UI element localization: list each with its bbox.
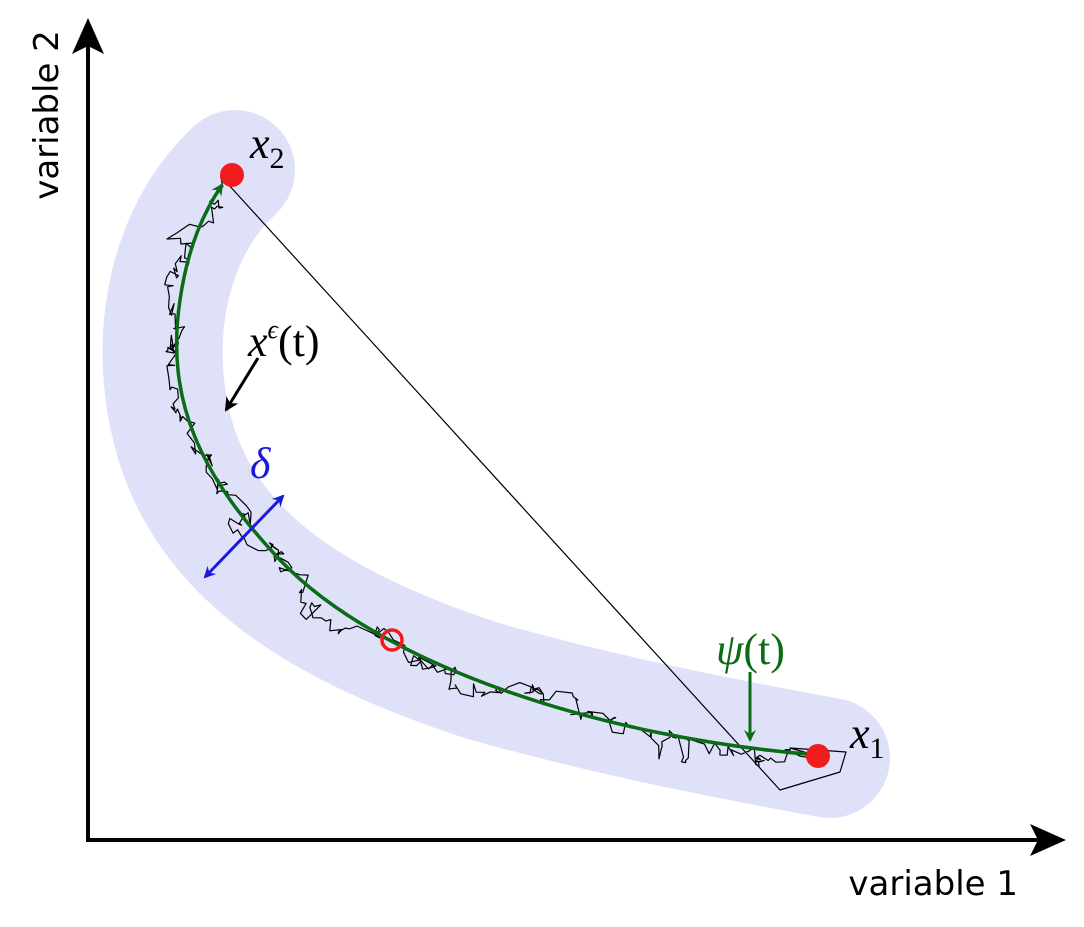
mid-point [380, 628, 404, 652]
width-arrow [203, 494, 285, 579]
label-x-eps: xϵ(t) [247, 315, 320, 366]
pointer-arrow [224, 357, 260, 412]
label-x1: x1 [849, 709, 885, 765]
x-axis-arrow [1030, 824, 1066, 856]
start-point [220, 163, 244, 187]
y-axis-arrow [72, 18, 104, 54]
label-psi: ψ(t) [716, 625, 785, 674]
tube [102, 110, 890, 818]
label-delta: δ [250, 439, 272, 488]
end-point [806, 744, 830, 768]
y-axis-label: variable 2 [27, 30, 67, 200]
label-x2: x2 [249, 119, 285, 175]
x-axis-label: variable 1 [848, 864, 1018, 904]
